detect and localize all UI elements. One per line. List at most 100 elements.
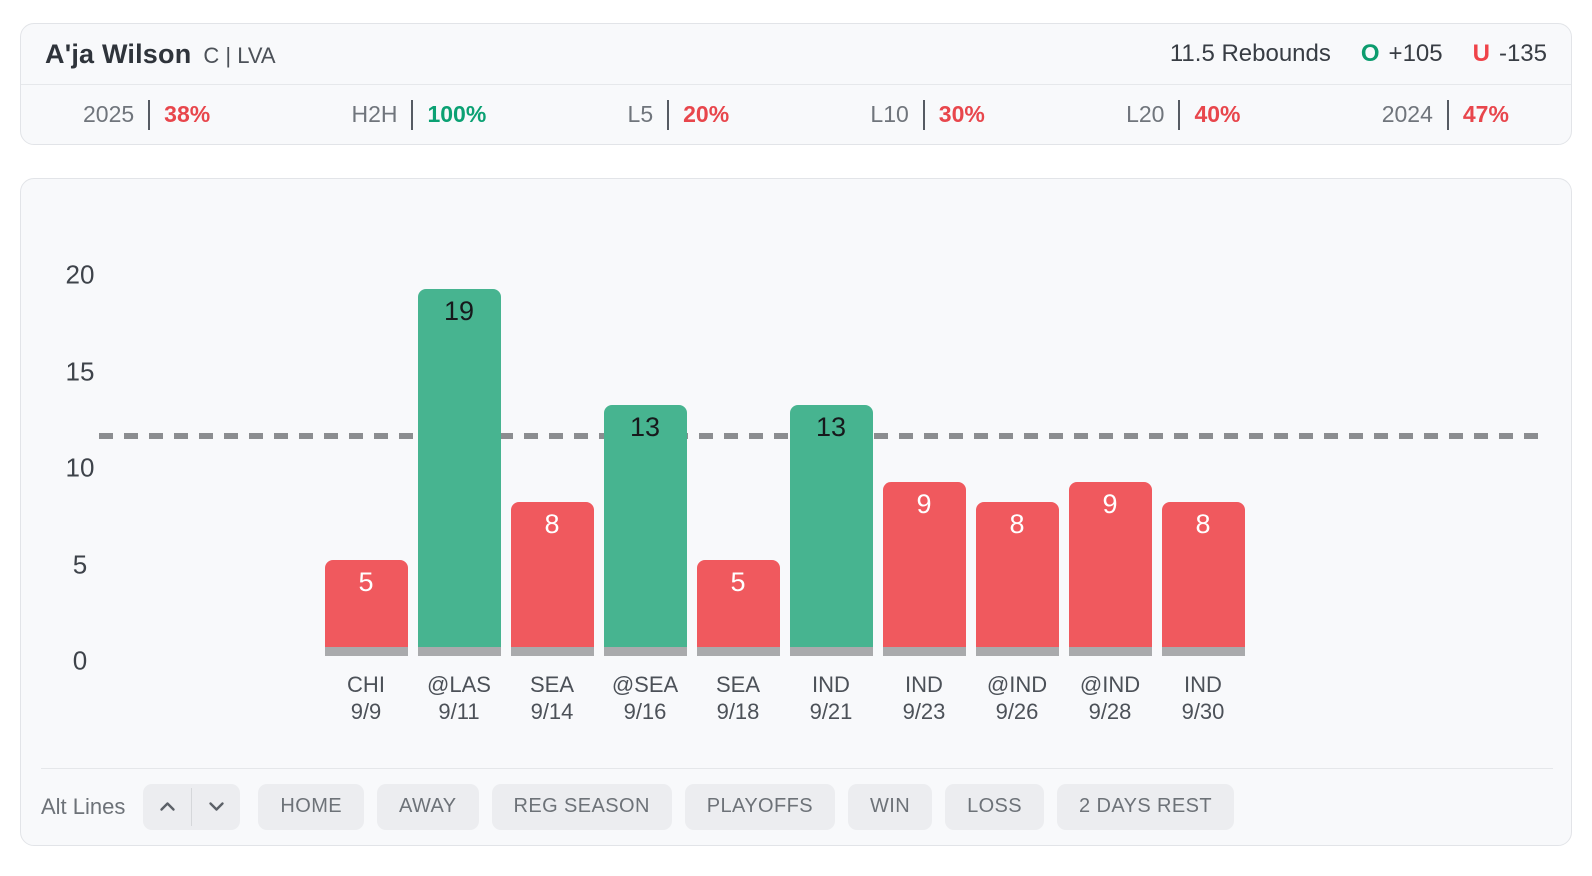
game-date-label: 9/11 — [438, 699, 480, 724]
filter-button-home[interactable]: HOME — [258, 783, 364, 830]
bar-value-label: 8 — [544, 508, 560, 539]
x-axis-label: IND 9/21 — [776, 671, 886, 725]
filter-button-reg-season[interactable]: REG SEASON — [491, 783, 672, 830]
x-axis-label: IND 9/30 — [1148, 671, 1258, 725]
hit-rate-stats-row: 2025 38% H2H 100% L5 20% L10 30% L20 40% 2024 47% — [21, 85, 1571, 144]
opponent-label: IND — [812, 672, 850, 697]
game-date-label: 9/26 — [995, 699, 1039, 724]
filter-button-loss[interactable]: LOSS — [945, 783, 1045, 830]
stat-value: 38% — [164, 101, 211, 127]
filter-button-away[interactable]: AWAY — [377, 783, 479, 830]
over-odds[interactable]: O +105 — [1361, 40, 1443, 68]
game-date-label: 9/9 — [350, 699, 382, 724]
x-axis-label: IND 9/23 — [869, 671, 979, 725]
stat-label: L5 — [627, 101, 654, 127]
rebounds-chart-card: 0 5 10 15 20 5 19 8 13 5 13 9 8 9 8 CHI 9/9 @LAS 9/11 SEA… — [20, 178, 1572, 846]
opponent-label: @IND — [986, 672, 1048, 697]
opponent-label: @IND — [1079, 672, 1141, 697]
bar-value-label: 19 — [443, 296, 475, 327]
bar-base-strip — [603, 647, 687, 656]
x-axis-label: SEA 9/18 — [683, 671, 793, 725]
stat-label: H2H — [351, 101, 398, 127]
filter-button-playoffs[interactable]: PLAYOFFS — [684, 783, 835, 830]
filter-buttons-group: HOME AWAY REG SEASON PLAYOFFS WIN LOSS 2 DAYS … — [258, 783, 1235, 830]
alt-lines-stepper — [143, 783, 241, 830]
under-odds-value: -135 — [1498, 40, 1547, 67]
bar-@SEA-9/16: 13 — [603, 405, 687, 656]
stat-value: 100% — [427, 101, 487, 127]
alt-line-up-button[interactable] — [143, 784, 191, 830]
game-date-label: 9/21 — [809, 699, 853, 724]
game-date-label: 9/18 — [716, 699, 760, 724]
bar-base-strip — [1068, 647, 1152, 656]
stat-value: 30% — [938, 101, 985, 127]
opponent-label: IND — [1184, 672, 1222, 697]
stat-separator — [1178, 99, 1181, 130]
bar-base-strip — [882, 647, 966, 656]
opponent-label: SEA — [529, 672, 575, 697]
stepper-divider — [191, 787, 193, 826]
player-name: A'ja Wilson — [45, 38, 192, 69]
stat-label: 2024 — [1381, 101, 1433, 127]
x-axis-label: @IND 9/28 — [1055, 671, 1165, 725]
y-tick-label: 0 — [72, 645, 88, 676]
stat-label: L10 — [870, 101, 909, 127]
player-position-team: C | LVA — [203, 42, 276, 68]
bar-value-label: 8 — [1009, 508, 1025, 539]
prop-odds-group: 11.5 Rebounds O +105 U -135 — [1170, 40, 1547, 68]
y-tick-label: 15 — [65, 356, 95, 386]
stat-value: 40% — [1194, 101, 1241, 127]
bar-base-strip — [510, 647, 594, 656]
stat-separator — [148, 99, 151, 130]
bar-base-strip — [324, 647, 408, 656]
player-prop-header-card: A'ja Wilson C | LVA 11.5 Rebounds O +105… — [20, 23, 1572, 145]
y-tick-label: 5 — [72, 549, 88, 579]
game-date-label: 9/28 — [1088, 699, 1132, 724]
stat-separator — [667, 99, 670, 130]
alt-lines-label: Alt Lines — [41, 793, 126, 819]
filter-button-win[interactable]: WIN — [848, 783, 933, 830]
under-odds[interactable]: U -135 — [1473, 40, 1547, 68]
chart-controls-row: Alt Lines HOME AWAY REG SEASON PLAYOFFS WIN L… — [41, 768, 1551, 845]
chevron-down-icon — [209, 802, 224, 811]
game-date-label: 9/14 — [530, 699, 574, 724]
bar-base-strip — [696, 647, 780, 656]
bar-base-strip — [789, 647, 873, 656]
stat-label: 2025 — [83, 101, 135, 127]
bar-SEA-9/14: 8 — [510, 501, 594, 656]
opponent-label: SEA — [715, 672, 761, 697]
under-indicator: U — [1472, 40, 1490, 67]
bar-value-label: 8 — [1195, 508, 1211, 539]
bar-value-label: 5 — [358, 566, 374, 597]
bar-@LAS-9/11: 19 — [417, 289, 501, 656]
over-indicator: O — [1360, 40, 1380, 67]
game-date-label: 9/23 — [902, 699, 946, 724]
bar-value-label: 9 — [1102, 489, 1118, 520]
stat-item-h2h: H2H 100% — [351, 99, 487, 130]
filter-button-2-days-rest[interactable]: 2 DAYS REST — [1057, 783, 1235, 830]
bar-@IND-9/26: 8 — [975, 501, 1059, 656]
stat-separator — [411, 99, 414, 130]
stat-separator — [1446, 99, 1449, 130]
stat-separator — [922, 99, 925, 130]
bar-value-label: 9 — [916, 489, 932, 520]
alt-line-down-button[interactable] — [192, 784, 240, 830]
bar-value-label: 5 — [730, 566, 746, 597]
chart-footer-divider — [41, 768, 1553, 769]
x-axis-label: SEA 9/14 — [497, 671, 607, 725]
bar-IND-9/30: 8 — [1161, 501, 1245, 656]
stat-item-2025: 2025 38% — [83, 99, 211, 130]
player-identity: A'ja Wilson C | LVA — [45, 39, 276, 70]
stat-item-l10: L10 30% — [870, 99, 985, 130]
y-tick-label: 20 — [65, 259, 95, 290]
x-axis-label: @SEA 9/16 — [590, 671, 700, 725]
bar-base-strip — [1161, 647, 1245, 656]
bar-SEA-9/18: 5 — [696, 559, 780, 656]
bar-IND-9/23: 9 — [882, 482, 966, 656]
opponent-label: @SEA — [611, 672, 679, 697]
header-row: A'ja Wilson C | LVA 11.5 Rebounds O +105… — [21, 24, 1571, 85]
chevron-up-icon — [160, 802, 175, 811]
opponent-label: @LAS — [427, 672, 491, 697]
stat-label: L20 — [1126, 101, 1165, 127]
stat-item-l20: L20 40% — [1126, 99, 1241, 130]
